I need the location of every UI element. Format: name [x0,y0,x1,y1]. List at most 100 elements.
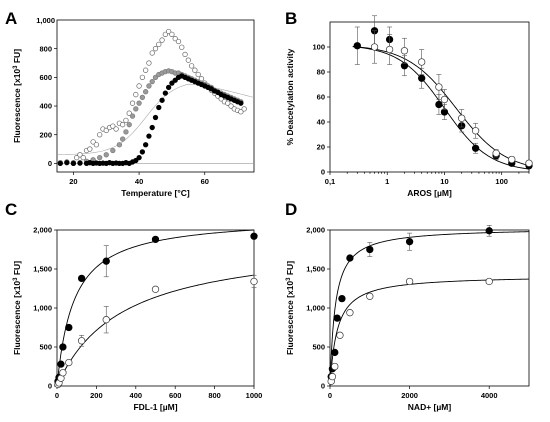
data-point [65,358,73,367]
data-point [142,142,149,148]
x-tick-label: 0,1 [325,177,335,186]
y-tick-label: 600 [39,73,52,82]
data-point [123,117,129,124]
data-point [241,106,247,112]
series-open [327,277,493,385]
data-point [113,126,119,132]
data-point [336,331,344,339]
data-point [185,57,191,63]
data-point [182,51,188,58]
data-point [508,155,516,164]
data-point [179,44,185,50]
x-tick-label: 0 [328,391,332,400]
data-point [120,122,126,128]
x-tick-label: 800 [208,391,221,400]
y-tick-label: 80 [317,68,325,77]
y-axis-label-main: Fluorescence [x10 [12,281,22,355]
x-axis-label: Temperature [°C] [121,188,190,198]
data-point [65,323,73,332]
data-point [151,235,160,244]
y-tick-label: 2,000 [33,226,52,235]
data-point [77,274,86,283]
data-point [126,122,132,128]
y-tick-label: 1,500 [306,265,325,274]
y-tick-label: 0 [48,159,52,168]
data-point [458,114,466,122]
y-tick-label: 40 [317,118,325,127]
data-point [126,110,132,116]
y-tick-label: 1,000 [306,304,325,313]
y-tick-label: 2,000 [306,226,325,235]
data-point [103,127,109,134]
data-point [59,343,67,351]
fit-curve-2 [56,274,255,387]
data-point [440,95,449,104]
data-point [146,133,152,139]
y-tick-label: 800 [39,44,52,53]
x-tick-label: 400 [130,391,143,400]
y-tick-label: 20 [317,143,325,152]
x-tick-label: 1 [385,177,389,186]
x-tick-label: 1000 [246,391,263,400]
series-open [57,28,247,166]
data-point [172,77,178,83]
data-point [133,106,139,112]
y-tick-label: 400 [39,102,52,111]
data-point [103,152,109,158]
data-point [435,83,443,91]
y-axis-label-sup: 3 [13,277,19,281]
data-point [64,160,70,166]
data-point [331,348,339,357]
data-point [418,74,426,82]
x-tick-label: 0 [55,391,59,400]
data-point [366,292,374,300]
plot-frame [56,19,255,173]
data-point [139,74,146,81]
y-axis-label-tail: FU] [285,261,295,278]
y-axis-label-sup: 3 [286,277,292,281]
data-point [77,337,86,345]
data-point [333,314,341,322]
data-point [142,67,149,73]
data-point [400,47,409,55]
x-tick-label: 20 [69,177,77,186]
data-point [405,238,414,246]
data-point [250,277,258,286]
data-point [102,257,110,265]
series-filled [57,73,244,167]
data-point [162,31,169,37]
data-point [129,113,136,119]
panel-d: D 0 2000 4000 0 500 1,000 1,500 2,000 NAD+ [µM] Fl… [285,200,530,412]
series-filled [54,232,258,385]
data-point [228,103,234,109]
plot-frame [329,229,530,387]
data-point [366,245,374,254]
data-point [133,91,139,98]
data-point [435,100,443,109]
data-point [146,83,152,89]
data-point [87,146,93,152]
y-axis-label-main: Fluorescence [x10 [12,69,22,143]
data-point [139,94,146,101]
fit-curve-1 [352,46,530,170]
data-point [346,254,354,262]
data-point [175,38,182,45]
data-point [102,316,110,324]
data-point [370,43,379,51]
data-point [136,83,142,89]
x-tick-label: 10 [440,177,448,186]
data-point [165,84,172,91]
y-tick-label: 0 [321,382,325,391]
y-tick-label: 100 [312,43,325,52]
data-point [146,60,152,66]
data-point [192,67,198,73]
x-tick-label: 40 [135,177,143,186]
data-point [195,71,201,78]
data-point [151,285,160,293]
data-point [331,362,339,371]
data-point [485,227,493,235]
data-point [471,144,480,152]
y-tick-label: 500 [312,343,325,352]
data-point [136,155,142,161]
data-point [93,142,100,148]
